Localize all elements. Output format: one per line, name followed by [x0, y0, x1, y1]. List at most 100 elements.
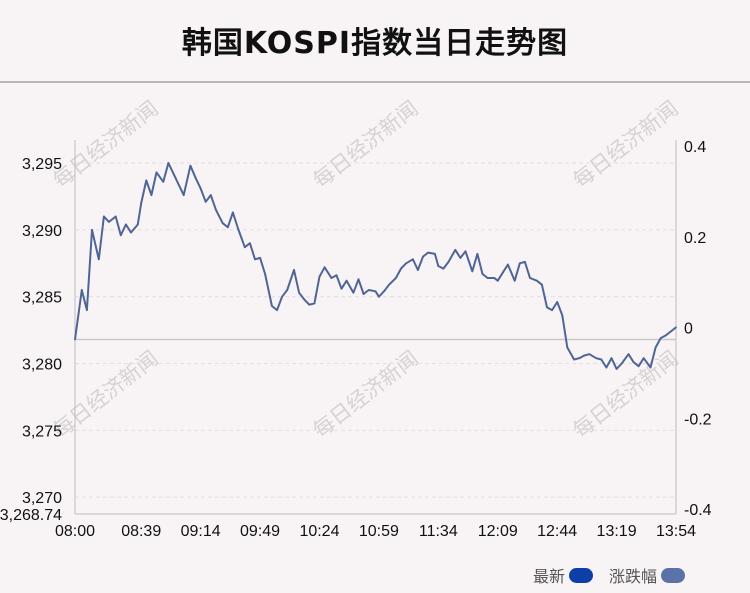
data-point	[600, 358, 603, 361]
data-point	[637, 365, 640, 368]
y-left-tick-label: 3,270	[22, 490, 62, 507]
data-point	[119, 234, 122, 237]
data-point	[303, 298, 306, 301]
data-point	[675, 326, 677, 329]
data-point	[114, 215, 117, 218]
series-layer	[74, 162, 677, 370]
data-point	[615, 367, 618, 370]
data-point	[293, 269, 295, 271]
data-point	[649, 366, 652, 369]
data-point	[264, 273, 267, 275]
watermark-text: 每日经济新闻	[309, 346, 423, 442]
data-point	[248, 242, 251, 245]
data-point	[437, 265, 440, 267]
data-point	[318, 275, 321, 278]
data-point	[540, 283, 543, 286]
watermark-text: 每日经济新闻	[49, 346, 163, 442]
legend-swatch-change	[661, 567, 686, 583]
data-point	[513, 279, 516, 282]
data-point	[145, 179, 148, 182]
data-point	[367, 289, 370, 291]
y-right-tick-label: 0.2	[684, 230, 706, 247]
data-point	[362, 293, 365, 295]
x-tick-label: 10:59	[359, 523, 399, 540]
y-left-tick-label: 3,285	[22, 290, 62, 307]
data-point	[237, 227, 239, 230]
data-point	[422, 255, 424, 258]
data-point	[595, 357, 598, 360]
data-point	[664, 334, 667, 337]
data-point	[102, 215, 105, 218]
data-point	[136, 223, 139, 226]
data-point	[323, 266, 326, 269]
data-point	[610, 357, 613, 360]
data-point	[209, 194, 212, 197]
data-point	[411, 258, 414, 261]
axes	[74, 140, 677, 515]
data-point	[150, 194, 153, 197]
data-point	[670, 330, 672, 333]
x-tick-label: 08:39	[121, 523, 161, 540]
data-point	[454, 249, 457, 251]
data-point	[583, 354, 586, 357]
data-point	[125, 223, 127, 226]
data-point	[340, 287, 343, 290]
y-right-tick-label: -0.4	[684, 502, 712, 519]
data-point	[155, 171, 158, 174]
data-point	[80, 289, 83, 291]
y-right-tick-label: 0.4	[684, 139, 706, 156]
data-point	[501, 271, 504, 274]
data-point	[434, 253, 436, 255]
y-left-tick-label: 3,275	[22, 423, 62, 440]
data-point	[194, 176, 197, 179]
data-point	[518, 262, 521, 265]
x-tick-label: 08:00	[55, 523, 95, 540]
legend-item-change[interactable]: 涨跌幅	[609, 563, 686, 587]
data-point	[243, 246, 246, 249]
watermark-text: 每日经济新闻	[569, 346, 683, 442]
data-point	[524, 261, 526, 263]
data-point	[642, 357, 645, 360]
data-point	[108, 220, 110, 223]
data-point	[286, 289, 289, 291]
data-point	[481, 273, 484, 275]
data-point	[330, 277, 333, 279]
x-tick-label: 13:54	[656, 523, 696, 540]
data-point	[427, 251, 430, 254]
data-point	[654, 346, 657, 349]
data-point	[573, 358, 576, 361]
data-point	[345, 279, 348, 282]
data-point	[471, 270, 474, 273]
legend-swatch-latest	[569, 567, 594, 583]
data-point	[298, 291, 301, 294]
data-point	[182, 194, 185, 197]
data-point	[493, 277, 496, 279]
data-point	[231, 211, 234, 214]
data-point	[74, 338, 76, 341]
data-point	[199, 187, 202, 190]
legend-label-latest: 最新	[533, 567, 566, 586]
data-point	[535, 279, 538, 282]
data-point	[464, 250, 467, 253]
data-point	[620, 362, 623, 365]
data-point	[447, 261, 450, 263]
data-point	[352, 291, 355, 294]
legend-item-latest[interactable]: 最新	[533, 563, 594, 587]
data-point	[357, 278, 360, 281]
data-point	[496, 279, 499, 282]
data-point	[588, 353, 591, 356]
data-point	[417, 269, 419, 271]
data-point	[377, 295, 380, 298]
x-tick-label: 09:14	[181, 523, 221, 540]
data-point	[605, 366, 608, 369]
chart-title: 韩国KOSPI指数当日走势图	[181, 26, 569, 61]
data-point	[476, 253, 479, 255]
watermark-text: 每日经济新闻	[49, 96, 163, 192]
data-point	[259, 257, 261, 259]
data-point	[632, 361, 635, 364]
data-point	[162, 180, 165, 183]
data-point	[226, 226, 229, 229]
data-point	[507, 263, 509, 266]
data-point	[388, 283, 390, 286]
